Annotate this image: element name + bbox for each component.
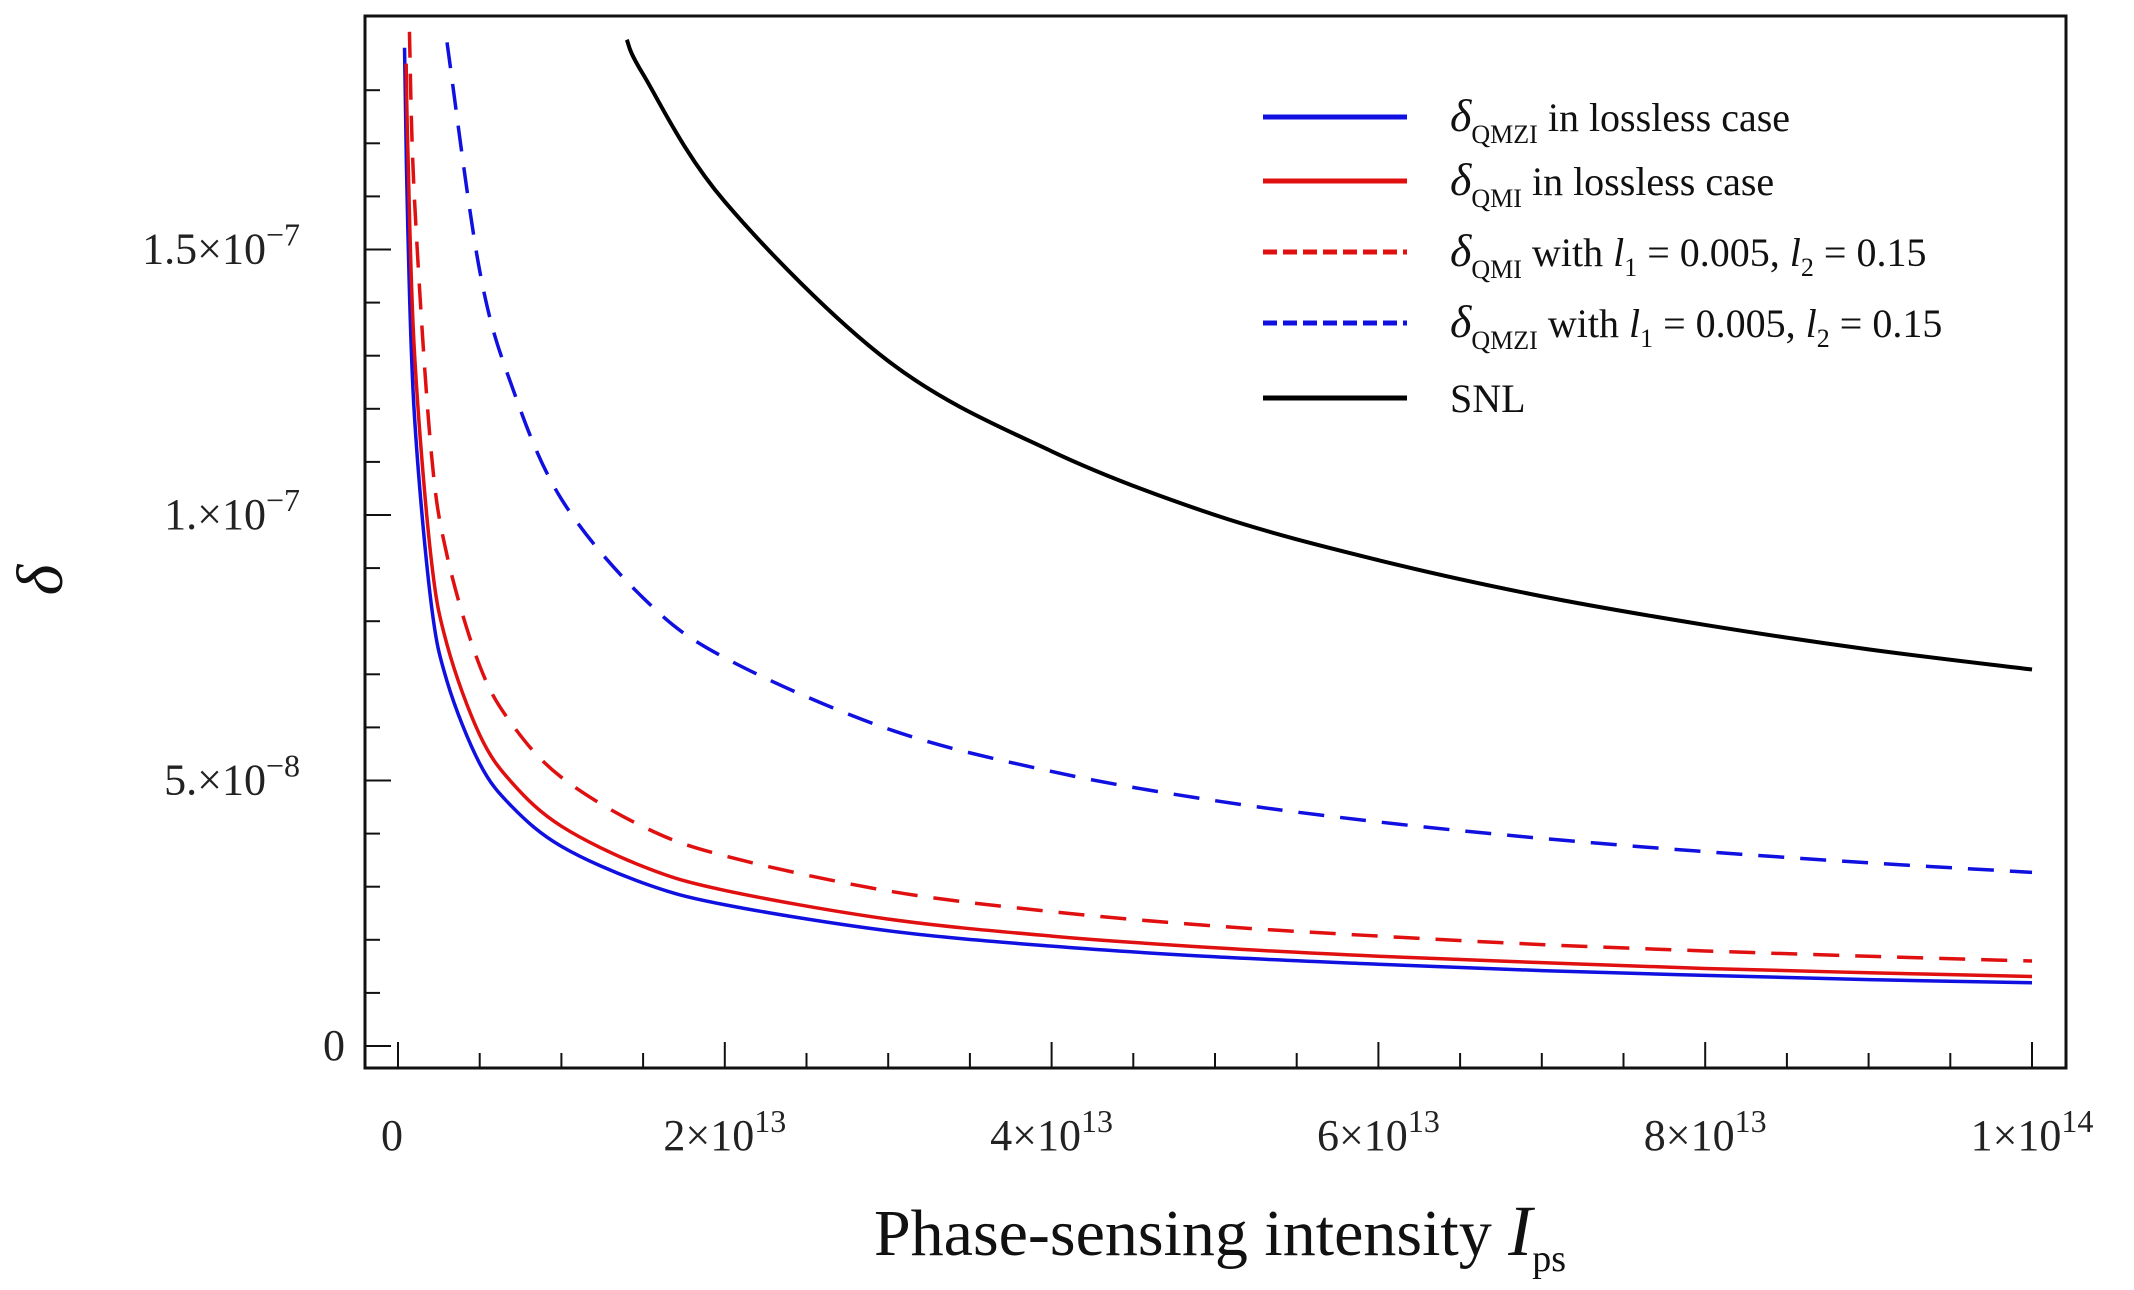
legend-symbol: δ [1450,90,1472,141]
x-tick-label-base: 8×10 [1644,1111,1735,1160]
x-tick-label-base: 1×10 [1971,1111,2062,1160]
y-tick-label: 5.×10−8 [164,748,300,805]
y-tick-label-base: 1.×10 [164,490,266,539]
x-tick-label: 0 [381,1111,403,1160]
legend-text: with [1538,301,1629,346]
legend-l2-sub: 2 [1801,253,1814,282]
legend-text: SNL [1450,376,1526,421]
series-line-0 [402,47,2033,985]
legend-symbol: δ [1450,225,1472,276]
x-tick-label: 6×1013 [1317,1103,1440,1160]
x-tick-label-exp: 13 [1408,1103,1440,1139]
series-line-2 [407,31,2033,963]
legend-l2: l [1806,301,1817,346]
x-axis-label-text: Phase-sensing intensity [874,1197,1508,1270]
y-tick-label-base: 5.×10 [164,756,266,805]
axis-ticks: 0 2×1013 4×1013 6×1013 8×1013 1×101405.×10−81… [142,89,2094,1160]
y-tick-label-base: 0 [323,1021,345,1070]
legend-l1-value: = 0.005, [1637,230,1790,275]
y-tick-label-base: 1.5×10 [142,225,266,274]
legend-subscript: QMZI [1471,120,1537,149]
x-axis-label-sub: ps [1532,1238,1566,1280]
y-tick-label-exp: −7 [266,217,300,253]
legend-entry-1: δQMI in lossless case [1450,154,1774,213]
x-axis-label-symbol: I [1507,1191,1535,1271]
legend-entry-3: δQMZI with l1 = 0.005, l2 = 0.15 [1450,296,1942,355]
legend-symbol: δ [1450,296,1472,347]
legend-l1-sub: 1 [1640,324,1653,353]
x-tick-label-exp: 14 [2061,1103,2093,1139]
legend-entry-4: SNL [1450,376,1526,421]
legend-subscript: QMZI [1471,326,1537,355]
y-tick-label: 1.×10−7 [164,482,300,539]
y-tick-label-exp: −7 [266,482,300,518]
x-tick-label-base: 4×10 [990,1111,1081,1160]
legend-symbol: δ [1450,154,1472,205]
legend-subscript: QMI [1471,255,1522,284]
x-tick-label-exp: 13 [754,1103,786,1139]
x-axis-label: Phase-sensing intensity Ips [874,1191,1566,1280]
x-tick-label-base: 2×10 [663,1111,754,1160]
plot-frame [363,14,2068,1070]
x-tick-label: 4×1013 [990,1103,1113,1160]
legend-l1-sub: 1 [1624,253,1637,282]
x-tick-label-exp: 13 [1735,1103,1767,1139]
x-tick-label-base: 0 [381,1111,403,1160]
legend-text: with [1522,230,1613,275]
legend-entry-2: δQMI with l1 = 0.005, l2 = 0.15 [1450,225,1926,284]
legend-l2-value: = 0.15 [1830,301,1943,346]
x-tick-label-exp: 13 [1081,1103,1113,1139]
legend-l1: l [1629,301,1640,346]
y-axis-label: δ [4,563,77,595]
series-line-1 [404,63,2033,979]
legend-subscript: QMI [1471,184,1522,213]
x-tick-label: 8×1013 [1644,1103,1767,1160]
x-tick-label-base: 6×10 [1317,1111,1408,1160]
series-line-3 [445,42,2033,875]
legend-text: in lossless case [1522,159,1774,204]
legend-text: in lossless case [1538,95,1790,140]
x-tick-label: 1×1014 [1971,1103,2094,1160]
legend-l1: l [1613,230,1624,275]
series-line-4 [624,38,2033,672]
y-tick-label: 1.5×10−7 [142,217,300,274]
legend-l2-value: = 0.15 [1814,230,1927,275]
legend-l2: l [1790,230,1801,275]
legend-l1-value: = 0.005, [1653,301,1806,346]
series-group [402,31,2033,985]
x-tick-label: 2×1013 [663,1103,786,1160]
legend-entry-0: δQMZI in lossless case [1450,90,1790,149]
y-tick-label-exp: −8 [266,748,300,784]
y-tick-label: 0 [323,1021,345,1070]
legend-l2-sub: 2 [1817,324,1830,353]
